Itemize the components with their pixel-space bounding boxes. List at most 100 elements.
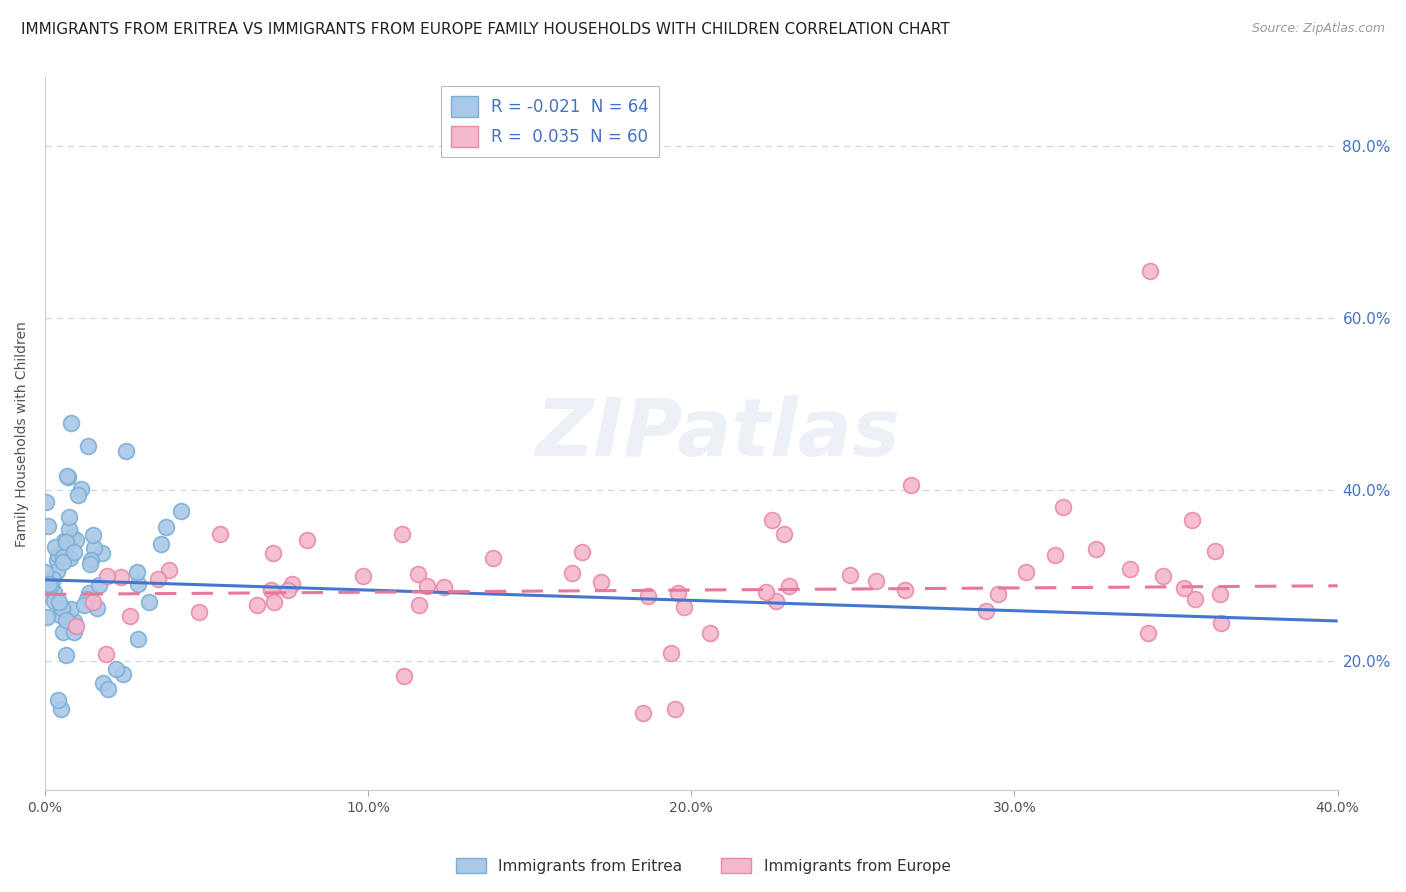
Point xyxy=(76,439,98,453)
Point xyxy=(900,478,922,492)
Point xyxy=(111,667,134,681)
Point xyxy=(125,566,148,580)
Point xyxy=(65,533,87,548)
Point xyxy=(73,598,96,612)
Point xyxy=(83,541,105,555)
Point xyxy=(1173,581,1195,595)
Point xyxy=(104,662,127,676)
Point xyxy=(60,530,83,544)
Point xyxy=(894,583,917,598)
Text: ZIPatlas: ZIPatlas xyxy=(534,395,900,473)
Point xyxy=(48,607,70,622)
Point xyxy=(155,519,177,533)
Point xyxy=(1204,543,1226,558)
Point xyxy=(46,693,69,707)
Point xyxy=(58,470,80,484)
Point xyxy=(96,568,118,582)
Point xyxy=(987,586,1010,600)
Point xyxy=(259,582,281,597)
Point xyxy=(974,604,997,618)
Point xyxy=(664,701,686,715)
Point xyxy=(406,566,429,581)
Point xyxy=(52,625,75,640)
Point xyxy=(80,553,103,567)
Point xyxy=(571,545,593,559)
Point xyxy=(52,556,75,570)
Point xyxy=(761,513,783,527)
Point xyxy=(55,648,77,662)
Point xyxy=(44,585,66,599)
Point xyxy=(1119,562,1142,576)
Point xyxy=(38,577,60,591)
Point xyxy=(865,574,887,588)
Point xyxy=(672,600,695,615)
Point xyxy=(60,602,83,616)
Point xyxy=(1209,616,1232,631)
Point xyxy=(765,594,787,608)
Point xyxy=(62,615,84,629)
Point xyxy=(1084,542,1107,557)
Text: Source: ZipAtlas.com: Source: ZipAtlas.com xyxy=(1251,22,1385,36)
Point xyxy=(77,586,100,600)
Point xyxy=(86,600,108,615)
Point xyxy=(90,546,112,560)
Point xyxy=(58,521,80,535)
Point xyxy=(262,546,284,560)
Point xyxy=(631,706,654,720)
Point xyxy=(37,519,59,533)
Point xyxy=(392,669,415,683)
Point xyxy=(187,605,209,619)
Point xyxy=(352,569,374,583)
Point xyxy=(44,540,66,554)
Point xyxy=(82,594,104,608)
Point xyxy=(48,595,70,609)
Point xyxy=(1136,625,1159,640)
Point xyxy=(208,526,231,541)
Point xyxy=(637,590,659,604)
Point xyxy=(58,609,80,624)
Point xyxy=(772,526,794,541)
Point xyxy=(41,572,63,586)
Point xyxy=(87,578,110,592)
Point xyxy=(778,579,800,593)
Point xyxy=(127,577,149,591)
Point xyxy=(110,569,132,583)
Point xyxy=(561,566,583,581)
Point xyxy=(58,510,80,524)
Point xyxy=(69,482,91,496)
Point xyxy=(52,534,75,549)
Point xyxy=(59,416,82,430)
Point xyxy=(39,577,62,591)
Point xyxy=(277,582,299,597)
Point xyxy=(94,647,117,661)
Point xyxy=(114,444,136,458)
Point xyxy=(839,568,862,582)
Point xyxy=(1043,548,1066,562)
Point xyxy=(65,619,87,633)
Point xyxy=(91,675,114,690)
Point xyxy=(62,544,84,558)
Point xyxy=(55,613,77,627)
Point xyxy=(1052,500,1074,514)
Point xyxy=(118,608,141,623)
Point xyxy=(34,565,56,579)
Point xyxy=(1181,513,1204,527)
Point xyxy=(46,549,69,563)
Point xyxy=(699,626,721,640)
Point xyxy=(416,579,439,593)
Point xyxy=(281,577,304,591)
Point xyxy=(1152,569,1174,583)
Point xyxy=(659,646,682,660)
Point xyxy=(46,553,69,567)
Point xyxy=(1184,592,1206,607)
Point xyxy=(62,624,84,639)
Point xyxy=(42,593,65,607)
Point xyxy=(37,585,59,599)
Point xyxy=(391,526,413,541)
Point xyxy=(591,575,613,590)
Point xyxy=(35,610,58,624)
Point xyxy=(97,682,120,697)
Point xyxy=(1139,263,1161,277)
Point xyxy=(482,550,505,565)
Legend: Immigrants from Eritrea, Immigrants from Europe: Immigrants from Eritrea, Immigrants from… xyxy=(450,852,956,880)
